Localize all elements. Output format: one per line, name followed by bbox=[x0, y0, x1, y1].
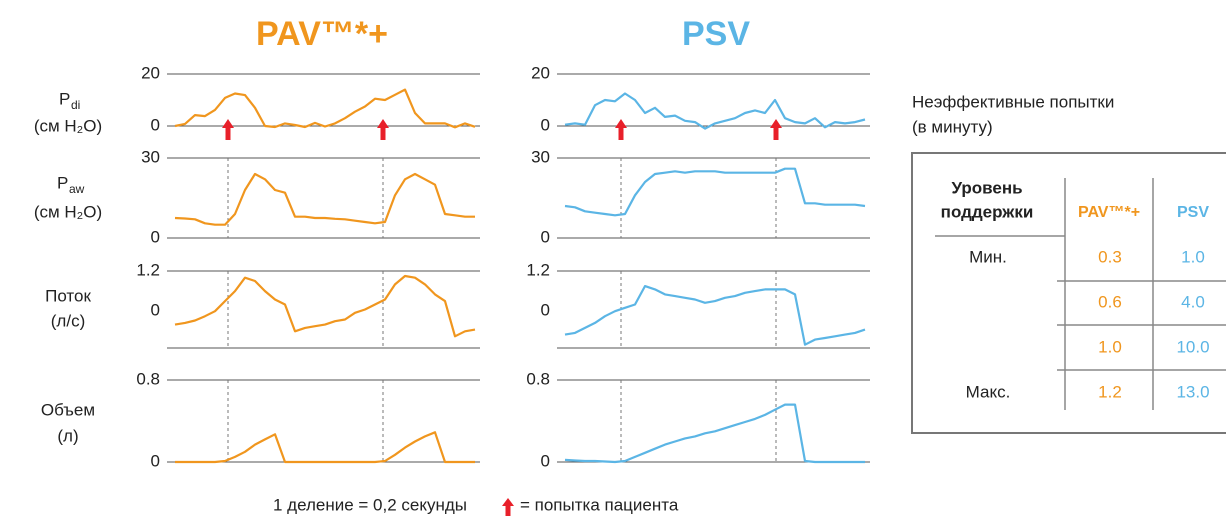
effort-arrow bbox=[770, 119, 782, 140]
table-cell: 1.0 bbox=[1098, 337, 1122, 356]
y-tick-label: 0 bbox=[541, 451, 550, 470]
row-label-subscript: aw bbox=[69, 182, 85, 196]
y-tick-label: 0 bbox=[541, 301, 550, 320]
waveform bbox=[174, 172, 475, 226]
table-border bbox=[911, 152, 1226, 434]
waveform bbox=[564, 403, 865, 464]
y-tick-label: 1.2 bbox=[526, 260, 550, 279]
row-label-name: Объем bbox=[41, 400, 95, 419]
column-title: PAV™*+ bbox=[256, 15, 388, 53]
table-cell: 4.0 bbox=[1181, 292, 1205, 311]
column-title: PSV bbox=[682, 15, 750, 53]
waveform bbox=[564, 167, 866, 217]
table-header: PSV bbox=[1177, 204, 1209, 221]
row-label-unit: (л/с) bbox=[51, 311, 85, 330]
waveform bbox=[175, 431, 475, 464]
row-label-unit: (л) bbox=[57, 426, 78, 445]
row-label-unit: (см H₂O) bbox=[34, 202, 102, 221]
row-header: Макс. bbox=[966, 382, 1011, 401]
table-title: Неэффективные попытки bbox=[912, 92, 1114, 111]
scale-note: 1 деление = 0,2 секунды bbox=[273, 495, 467, 514]
table-cell: 0.6 bbox=[1098, 292, 1122, 311]
waveform bbox=[564, 92, 866, 130]
y-tick-label: 20 bbox=[531, 63, 550, 82]
table-body: Мин. 0.3 1.0 0.6 4.0 1.0 10.0 Макс. 1.2 13.0 bbox=[966, 247, 1210, 401]
y-tick-label: 0 bbox=[151, 451, 160, 470]
table-cell: 13.0 bbox=[1176, 382, 1209, 401]
row-label-symbol: P bbox=[59, 89, 70, 108]
waveform bbox=[174, 274, 476, 338]
y-tick-label: 20 bbox=[141, 63, 160, 82]
y-tick-label: 1.2 bbox=[136, 260, 160, 279]
table-cell: 0.3 bbox=[1098, 247, 1122, 266]
row-label-symbol: P bbox=[57, 173, 68, 192]
y-tick-label: 0 bbox=[151, 301, 160, 320]
y-tick-label: 0 bbox=[541, 227, 550, 246]
table-header: поддержки bbox=[941, 202, 1034, 221]
y-tick-label: 0.8 bbox=[526, 369, 550, 388]
table-header: PAV™*+ bbox=[1078, 204, 1140, 221]
row-label-unit: (см H₂O) bbox=[34, 116, 102, 135]
effort-arrow bbox=[615, 119, 627, 140]
effort-arrow bbox=[377, 119, 389, 140]
table-header: Уровень bbox=[951, 178, 1022, 197]
waveform bbox=[174, 88, 476, 129]
legend-text: = попытка пациента bbox=[520, 495, 679, 514]
y-tick-label: 30 bbox=[531, 147, 550, 166]
table-cell: 10.0 bbox=[1176, 337, 1209, 356]
table-cell: 1.0 bbox=[1181, 247, 1205, 266]
y-tick-label: 0 bbox=[151, 227, 160, 246]
row-header: Мин. bbox=[969, 247, 1007, 266]
y-tick-label: 0.8 bbox=[136, 369, 160, 388]
y-tick-label: 0 bbox=[541, 115, 550, 134]
row-label-subscript: di bbox=[71, 98, 80, 112]
waveform bbox=[564, 285, 866, 346]
y-tick-label: 0 bbox=[151, 115, 160, 134]
legend-arrow-icon bbox=[502, 498, 514, 516]
table-cell: 1.2 bbox=[1098, 382, 1122, 401]
table-title: (в минуту) bbox=[912, 117, 993, 136]
effort-arrow bbox=[222, 119, 234, 140]
y-tick-label: 30 bbox=[141, 147, 160, 166]
row-label-name: Поток bbox=[45, 286, 91, 305]
